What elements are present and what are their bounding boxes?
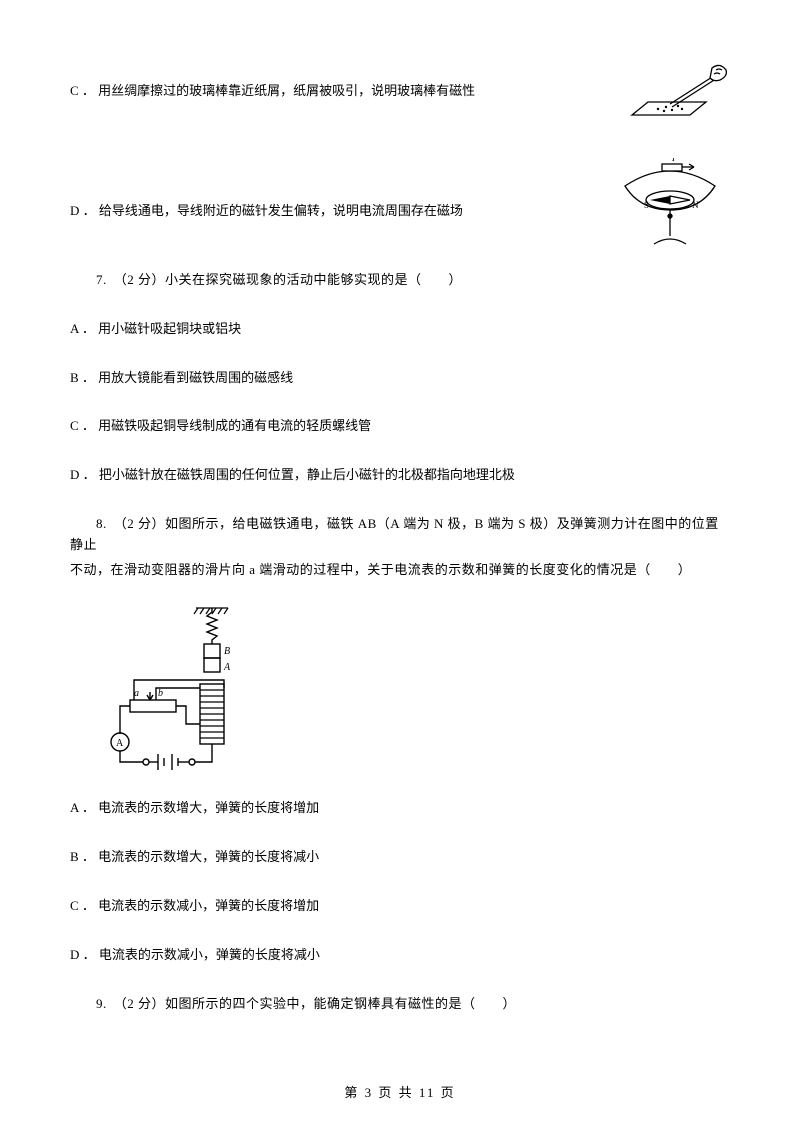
q8-stem-line1: 8. （2 分）如图所示，给电磁铁通电，磁铁 AB（A 端为 N 极，B 端为 … <box>70 514 730 556</box>
figure-electromagnet-circuit: B A a b <box>100 604 730 774</box>
q7-stem: 7. （2 分）小关在探究磁现象的活动中能够实现的是（ ） <box>70 270 730 291</box>
q9-stem: 9. （2 分）如图所示的四个实验中，能确定钢棒具有磁性的是（ ） <box>70 994 730 1015</box>
q8-option-b: B ． 电流表的示数增大，弹簧的长度将减小 <box>70 847 730 868</box>
q6-option-c-row: C ． 用丝绸摩擦过的玻璃棒靠近纸屑，纸屑被吸引，说明玻璃棒有磁性 <box>70 60 730 130</box>
svg-text:B: B <box>224 646 230 657</box>
q7-option-b: B ． 用放大镜能看到磁铁周围的磁感线 <box>70 368 730 389</box>
figure-compass-wire: I S N <box>610 158 730 250</box>
q7-option-d: D ． 把小磁针放在磁铁周围的任何位置，静止后小磁针的北极都指向地理北极 <box>70 465 730 486</box>
svg-text:N: N <box>692 200 699 210</box>
q8-option-a: A ． 电流表的示数增大，弹簧的长度将增加 <box>70 798 730 819</box>
q8-option-c: C ． 电流表的示数减小，弹簧的长度将增加 <box>70 896 730 917</box>
q7-option-a: A ． 用小磁针吸起铜块或铝块 <box>70 319 730 340</box>
svg-text:A: A <box>116 738 124 749</box>
page-footer: 第 3 页 共 11 页 <box>0 1083 800 1104</box>
svg-text:b: b <box>158 688 163 699</box>
q6-option-d-row: D ． 给导线通电，导线附近的磁针发生偏转，说明电流周围存在磁场 I S N <box>70 158 730 250</box>
svg-text:a: a <box>134 688 139 699</box>
svg-text:A: A <box>223 662 231 673</box>
q8-stem-line2: 不动，在滑动变阻器的滑片向 a 端滑动的过程中，关于电流表的示数和弹簧的长度变化… <box>70 560 730 581</box>
q6-option-d: D ． 给导线通电，导线附近的磁针发生偏转，说明电流周围存在磁场 <box>70 201 598 222</box>
svg-text:I: I <box>671 158 676 163</box>
figure-glass-rod <box>620 60 730 130</box>
q8-option-d: D ． 电流表的示数减小，弹簧的长度将减小 <box>70 945 730 966</box>
q7-option-c: C ． 用磁铁吸起铜导线制成的通有电流的轻质螺线管 <box>70 416 730 437</box>
q6-option-c: C ． 用丝绸摩擦过的玻璃棒靠近纸屑，纸屑被吸引，说明玻璃棒有磁性 <box>70 81 608 102</box>
svg-text:S: S <box>644 200 649 210</box>
